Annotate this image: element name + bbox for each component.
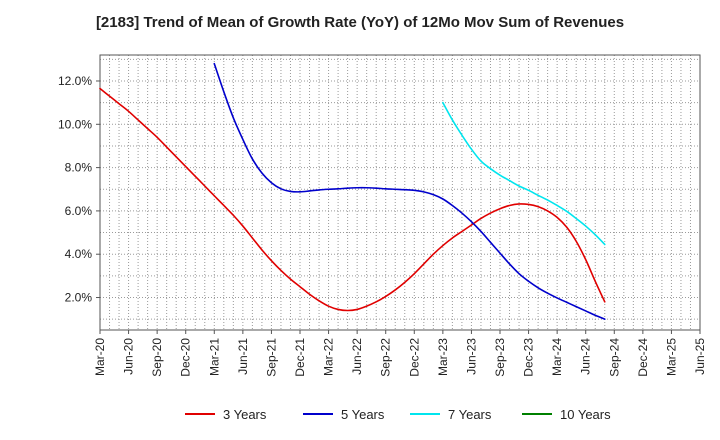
series-line-3-years: [99, 87, 606, 312]
x-tick-label: Dec-20: [179, 338, 193, 377]
x-tick-label: Jun-22: [350, 338, 364, 375]
x-tick-label: Mar-25: [664, 338, 678, 376]
x-tick-label: Jun-25: [693, 338, 707, 375]
x-tick-label: Jun-21: [236, 338, 250, 375]
y-tick-label: 4.0%: [65, 247, 93, 261]
series-line-5-years: [213, 62, 606, 320]
y-axis: 2.0% 4.0% 6.0% 8.0% 10.0% 12.0%: [58, 74, 100, 305]
legend-label: 5 Years: [341, 407, 385, 422]
x-tick-label: Mar-22: [322, 338, 336, 376]
x-tick-label: Mar-23: [436, 338, 450, 376]
series-line-7-years: [442, 101, 606, 246]
legend-label: 10 Years: [560, 407, 611, 422]
legend-label: 7 Years: [448, 407, 492, 422]
x-tick-label: Sep-22: [379, 338, 393, 377]
x-tick-label: Mar-20: [93, 338, 107, 376]
legend-label: 3 Years: [223, 407, 267, 422]
x-tick-label: Jun-20: [122, 338, 136, 375]
chart-title: [2183] Trend of Mean of Growth Rate (YoY…: [95, 14, 625, 31]
y-tick-label: 2.0%: [65, 291, 93, 305]
x-tick-label: Sep-20: [150, 338, 164, 377]
y-tick-label: 12.0%: [58, 74, 92, 88]
x-tick-label: Jun-23: [464, 338, 478, 375]
y-tick-label: 8.0%: [65, 161, 93, 175]
grid: [99, 55, 701, 330]
y-tick-label: 10.0%: [58, 117, 92, 131]
x-tick-label: Sep-21: [264, 338, 278, 377]
legend: 3 Years 5 Years 7 Years 10 Years: [185, 407, 611, 422]
x-tick-label: Sep-23: [493, 338, 507, 377]
x-tick-label: Jun-24: [579, 338, 593, 375]
plot-frame: [99, 54, 701, 331]
x-tick-label: Dec-23: [522, 338, 536, 377]
x-tick-label: Mar-21: [207, 338, 221, 376]
x-tick-label: Dec-22: [407, 338, 421, 377]
y-tick-label: 6.0%: [65, 204, 93, 218]
x-tick-label: Sep-24: [607, 338, 621, 377]
x-axis: Mar-20 Jun-20 Sep-20 Dec-20 Mar-21 Jun-21 Sep-…: [93, 330, 707, 377]
series-group: [99, 62, 606, 320]
x-tick-label: Mar-24: [550, 338, 564, 376]
x-tick-label: Dec-24: [636, 338, 650, 377]
x-tick-label: Dec-21: [293, 338, 307, 377]
